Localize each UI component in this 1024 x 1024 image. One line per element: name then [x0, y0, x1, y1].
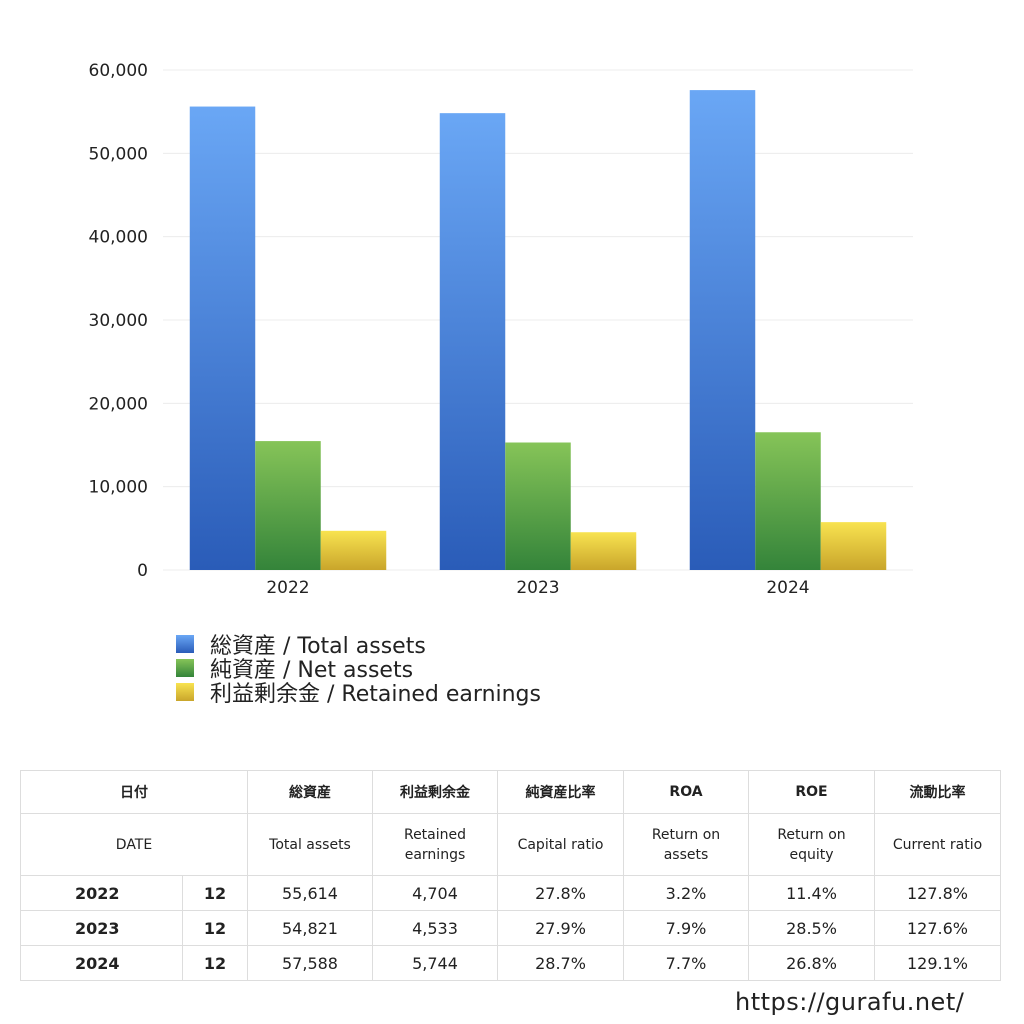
cell-year: 2024: [20, 945, 183, 981]
table-row: 2022 12 55,614 4,704 27.8% 3.2% 11.4% 12…: [20, 875, 1001, 911]
header-current-ratio-ja: 流動比率: [874, 770, 1001, 814]
header-roe: ROE: [748, 770, 875, 814]
header-capital-ratio-en: Capital ratio: [497, 813, 624, 876]
header-roa: ROA: [623, 770, 749, 814]
cell-month: 12: [182, 910, 248, 946]
cell-total-assets: 55,614: [247, 875, 373, 911]
header-retained-ja: 利益剰余金: [372, 770, 498, 814]
header-line: Return on: [777, 826, 846, 843]
cell-capital-ratio: 28.7%: [497, 945, 624, 981]
legend-item-total-assets: 総資産 / Total assets: [176, 632, 541, 659]
legend-swatch-green: [176, 659, 194, 677]
cell-month: 12: [182, 945, 248, 981]
y-tick-label: 60,000: [89, 61, 148, 81]
header-line: equity: [789, 846, 834, 863]
header-line: assets: [663, 846, 709, 863]
bar: [689, 90, 756, 570]
financial-table: 日付 総資産 利益剰余金 純資産比率 ROA ROE 流動比率 DATE Tot…: [20, 770, 1001, 981]
y-tick-label: 10,000: [89, 478, 148, 498]
header-row-ja: 日付 総資産 利益剰余金 純資産比率 ROA ROE 流動比率: [20, 770, 1001, 814]
bar-chart: 0 10,000 20,000 30,000 40,000 50,000 60,000 20…: [89, 61, 913, 598]
cell-year: 2023: [20, 910, 183, 946]
cell-capital-ratio: 27.8%: [497, 875, 624, 911]
cell-roe: 28.5%: [748, 910, 875, 946]
legend-swatch-yellow: [176, 683, 194, 701]
cell-roe: 26.8%: [748, 945, 875, 981]
x-tick-label: 2024: [766, 578, 809, 598]
bar: [439, 113, 506, 571]
y-tick-label: 30,000: [89, 311, 148, 331]
bars: [189, 90, 887, 571]
x-axis-ticks: 2022 2023 2024: [266, 578, 809, 598]
cell-total-assets: 54,821: [247, 910, 373, 946]
table-row: 2023 12 54,821 4,533 27.9% 7.9% 28.5% 12…: [20, 910, 1001, 946]
bar: [755, 432, 821, 570]
bar: [255, 441, 321, 570]
cell-capital-ratio: 27.9%: [497, 910, 624, 946]
x-tick-label: 2023: [516, 578, 559, 598]
header-line: earnings: [404, 846, 466, 863]
header-row-en: DATE Total assets Retained earnings Capit…: [20, 813, 1001, 876]
legend-label: 純資産 / Net assets: [210, 658, 414, 683]
legend-label: 利益剰余金 / Retained earnings: [210, 682, 541, 707]
legend-swatch-blue: [176, 635, 194, 653]
header-roa-en: Return on assets: [623, 813, 749, 876]
header-date-en: DATE: [20, 813, 248, 876]
header-total-assets-en: Total assets: [247, 813, 373, 876]
cell-roa: 7.9%: [623, 910, 749, 946]
y-axis-ticks: 0 10,000 20,000 30,000 40,000 50,000 60,000: [89, 61, 148, 581]
x-tick-label: 2022: [266, 578, 309, 598]
legend-label: 総資産 / Total assets: [210, 634, 426, 659]
y-tick-label: 40,000: [89, 228, 148, 248]
cell-roa: 7.7%: [623, 945, 749, 981]
cell-retained: 5,744: [372, 945, 498, 981]
header-line: Return on: [651, 826, 721, 843]
cell-retained: 4,533: [372, 910, 498, 946]
header-retained-en: Retained earnings: [372, 813, 498, 876]
bar: [570, 532, 637, 570]
legend-item-retained-earnings: 利益剰余金 / Retained earnings: [176, 680, 541, 707]
header-capital-ratio-ja: 純資産比率: [497, 770, 624, 814]
cell-current-ratio: 129.1%: [874, 945, 1001, 981]
header-current-ratio-en: Current ratio: [874, 813, 1001, 876]
legend-item-net-assets: 純資産 / Net assets: [176, 656, 541, 683]
source-url: https://gurafu.net/: [735, 988, 965, 1016]
header-date-ja: 日付: [20, 770, 248, 814]
y-tick-label: 50,000: [89, 144, 148, 164]
bar: [505, 442, 571, 570]
cell-current-ratio: 127.8%: [874, 875, 1001, 911]
header-line: Retained: [403, 826, 467, 843]
cell-year: 2022: [20, 875, 183, 911]
cell-roa: 3.2%: [623, 875, 749, 911]
bar: [820, 522, 887, 570]
cell-month: 12: [182, 875, 248, 911]
header-total-assets-ja: 総資産: [247, 770, 373, 814]
bar: [189, 106, 256, 571]
y-tick-label: 20,000: [89, 394, 148, 414]
cell-retained: 4,704: [372, 875, 498, 911]
cell-roe: 11.4%: [748, 875, 875, 911]
y-tick-label: 0: [137, 561, 148, 581]
bar: [320, 530, 387, 570]
legend: 総資産 / Total assets 純資産 / Net assets 利益剰余…: [176, 632, 541, 707]
header-roe-en: Return on equity: [748, 813, 875, 876]
table-row: 2024 12 57,588 5,744 28.7% 7.7% 26.8% 12…: [20, 945, 1001, 981]
cell-total-assets: 57,588: [247, 945, 373, 981]
cell-current-ratio: 127.6%: [874, 910, 1001, 946]
